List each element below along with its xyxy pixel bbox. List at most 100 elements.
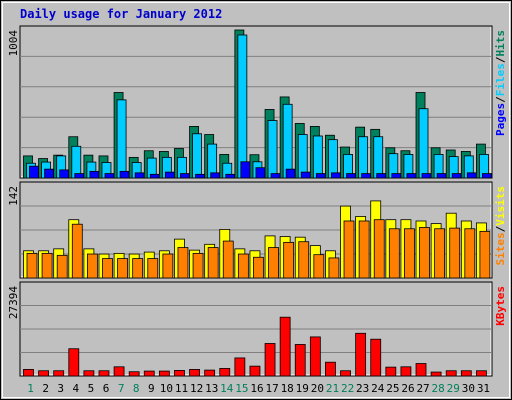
legend-entry: / bbox=[494, 56, 507, 63]
visits-bar-sites bbox=[464, 228, 476, 279]
hits-bar-pages bbox=[255, 167, 266, 179]
x-tick-label: 28 bbox=[432, 382, 445, 395]
hits-bar-pages bbox=[436, 173, 447, 179]
visits-bar-sites bbox=[328, 257, 340, 279]
hits-bar-pages bbox=[300, 171, 311, 179]
x-tick-label: 30 bbox=[462, 382, 475, 395]
visits-bar-sites bbox=[268, 247, 279, 279]
legend-entry: KBytes bbox=[494, 286, 507, 326]
hits-bar-pages bbox=[134, 172, 145, 179]
visits-bar-sites bbox=[102, 258, 113, 279]
hits-bar-pages bbox=[406, 173, 417, 179]
hits-plot-area bbox=[19, 25, 493, 179]
x-tick-label: 4 bbox=[73, 382, 80, 395]
x-tick-label: 27 bbox=[416, 382, 429, 395]
hits-bar-files bbox=[267, 120, 278, 179]
hits-bar-pages bbox=[376, 173, 387, 179]
kbytes-bar-kbytes bbox=[204, 369, 216, 377]
x-tick-label: 21 bbox=[326, 382, 339, 395]
x-tick-label: 11 bbox=[175, 382, 188, 395]
legend-entry: / bbox=[494, 225, 507, 232]
hits-bar-files bbox=[192, 133, 202, 179]
kbytes-bar-kbytes bbox=[219, 368, 231, 377]
hits-ymax-label: 1004 bbox=[7, 30, 20, 57]
x-tick-label: 31 bbox=[477, 382, 490, 395]
x-tick-label: 6 bbox=[103, 382, 110, 395]
kbytes-bar-kbytes bbox=[128, 371, 140, 377]
visits-bar-sites bbox=[207, 247, 219, 279]
x-tick-label: 29 bbox=[447, 382, 460, 395]
kbytes-bar-kbytes bbox=[38, 370, 49, 377]
hits-bar-pages bbox=[391, 173, 402, 179]
hits-bar-files bbox=[297, 134, 308, 179]
hits-bar-files bbox=[116, 99, 127, 179]
kbytes-bar-kbytes bbox=[189, 369, 200, 377]
x-tick-label: 26 bbox=[401, 382, 414, 395]
kbytes-bar-kbytes bbox=[234, 357, 246, 377]
visits-bar-sites bbox=[419, 227, 430, 279]
visits-bar-sites bbox=[373, 219, 385, 279]
hits-bar-pages bbox=[89, 170, 100, 179]
hits-bar-pages bbox=[149, 173, 160, 179]
x-tick-label: 25 bbox=[386, 382, 399, 395]
visits-bar-sites bbox=[71, 223, 83, 279]
panel-visits: 142 Sites/Visits bbox=[7, 181, 507, 279]
kbytes-bar-kbytes bbox=[294, 344, 306, 377]
kbytes-bar-kbytes bbox=[476, 370, 487, 377]
kbytes-bar-kbytes bbox=[98, 370, 110, 377]
kbytes-bar-kbytes bbox=[370, 338, 382, 377]
hits-bar-pages bbox=[59, 169, 70, 179]
hits-bar-pages bbox=[119, 170, 130, 179]
x-tick-label: 24 bbox=[371, 382, 385, 395]
hits-bar-files bbox=[237, 34, 248, 179]
visits-bar-sites bbox=[283, 241, 295, 279]
x-tick-label: 19 bbox=[296, 382, 309, 395]
kbytes-bar-kbytes bbox=[340, 370, 351, 377]
kbytes-bar-kbytes bbox=[385, 366, 397, 377]
legend-entry: Files bbox=[494, 63, 507, 96]
hits-bar-files bbox=[418, 108, 429, 179]
hits-bar-pages bbox=[315, 173, 326, 179]
kbytes-bar-kbytes bbox=[249, 365, 261, 377]
x-tick-label: 13 bbox=[205, 382, 218, 395]
kbytes-bar-kbytes bbox=[68, 348, 80, 377]
panel-kbytes: 27394 KBytes bbox=[7, 281, 507, 377]
visits-bar-sites bbox=[86, 253, 98, 279]
legend-entry: / bbox=[494, 96, 507, 103]
hits-bar-pages bbox=[225, 173, 236, 179]
visits-bar-sites bbox=[117, 258, 128, 279]
kbytes-bar-kbytes bbox=[445, 370, 457, 377]
hits-bar-pages bbox=[240, 161, 251, 179]
hits-bar-pages bbox=[346, 173, 356, 179]
visits-legend: Sites/Visits bbox=[494, 186, 507, 266]
x-tick-label: 5 bbox=[88, 382, 95, 395]
x-tick-label: 23 bbox=[356, 382, 369, 395]
kbytes-bar-kbytes bbox=[430, 371, 442, 377]
visits-bar-sites bbox=[313, 254, 325, 279]
x-tick-label: 16 bbox=[250, 382, 263, 395]
visits-bar-sites bbox=[404, 228, 415, 279]
x-tick-label: 8 bbox=[133, 382, 140, 395]
visits-bar-sites bbox=[358, 220, 370, 279]
hits-bar-files bbox=[373, 136, 384, 179]
hits-bar-pages bbox=[466, 172, 477, 179]
x-tick-label: 14 bbox=[220, 382, 234, 395]
kbytes-bar-kbytes bbox=[355, 332, 367, 377]
hits-bar-pages bbox=[195, 173, 205, 179]
visits-bar-sites bbox=[222, 240, 234, 279]
x-tick-label: 2 bbox=[42, 382, 49, 395]
kbytes-bar-kbytes bbox=[23, 369, 34, 377]
x-tick-label: 1 bbox=[27, 382, 34, 395]
kbytes-bar-kbytes bbox=[53, 370, 65, 377]
visits-bar-sites bbox=[479, 230, 491, 279]
visits-bar-sites bbox=[132, 258, 144, 279]
x-tick-label: 10 bbox=[160, 382, 173, 395]
x-tick-label: 7 bbox=[118, 382, 125, 395]
visits-bar-sites bbox=[192, 252, 204, 279]
x-tick-label: 18 bbox=[281, 382, 294, 395]
kbytes-bar-kbytes bbox=[143, 370, 155, 377]
visits-bar-sites bbox=[298, 241, 310, 279]
x-axis: 1 2 3 4 5 6 7 8 9 10 11 12 13 14 15 16 17 18 19 20 21 22 23 24 2… bbox=[27, 382, 490, 395]
